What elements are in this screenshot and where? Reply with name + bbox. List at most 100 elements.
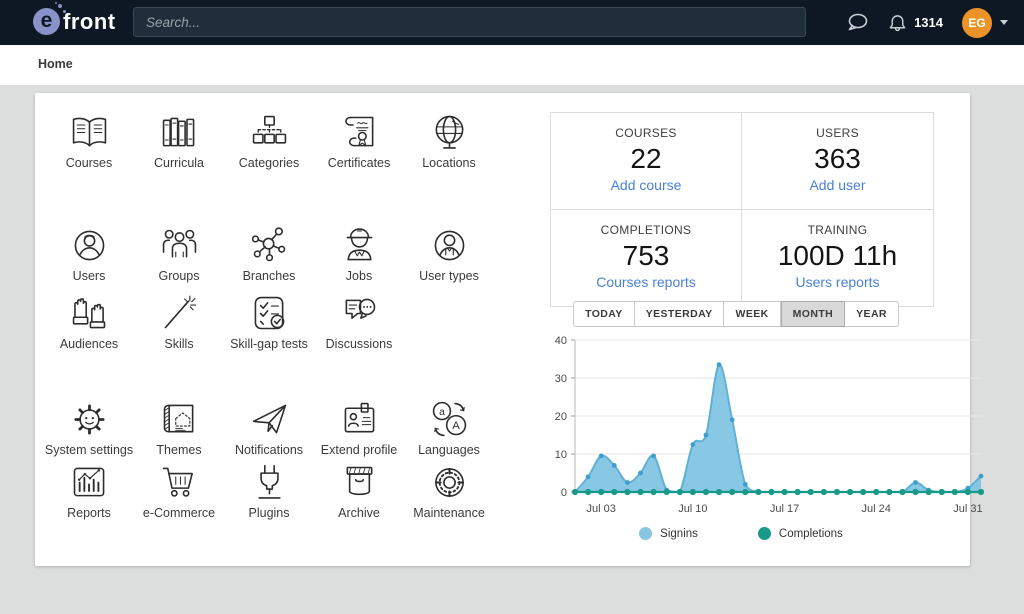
grid-item-skills[interactable]: Skills: [134, 291, 224, 351]
completions-point: [886, 488, 893, 496]
magic-wand-icon: [134, 291, 224, 336]
signins-point: [703, 432, 709, 438]
grid-item-notifications[interactable]: Notifications: [224, 397, 314, 457]
add-course-link[interactable]: Add course: [610, 177, 682, 193]
legend-dot: [757, 527, 771, 540]
legend-item-completions[interactable]: Completions: [757, 527, 843, 540]
grid-item-maintenance[interactable]: Maintenance: [404, 460, 494, 520]
completions-point: [689, 488, 696, 496]
legend-item-signins[interactable]: Signins: [639, 527, 698, 540]
shopping-cart-icon: [134, 460, 224, 505]
completions-point: [611, 488, 618, 496]
grid-item-skill-gap-tests[interactable]: Skill-gap tests: [224, 291, 314, 351]
search-input[interactable]: [133, 7, 806, 37]
grid-item-e-commerce[interactable]: e-Commerce: [134, 460, 224, 520]
completions-point: [637, 488, 644, 496]
grid-item-courses[interactable]: Courses: [44, 110, 134, 170]
category-tree-icon: [224, 110, 314, 155]
icon-grid-row: System settings Themes Notifications Extend…: [44, 397, 514, 457]
grid-item-extend-profile[interactable]: Extend profile: [314, 397, 404, 457]
grid-item-locations[interactable]: Locations: [404, 110, 494, 170]
svg-text:0: 0: [561, 487, 567, 499]
tab-month[interactable]: MONTH: [780, 301, 846, 327]
activity-chart: 0 10 20 30 40 Jul 03 Jul 10 Jul 17 Jul 24 Jul 31: [523, 330, 989, 523]
completions-point: [742, 488, 749, 496]
grid-item-discussions[interactable]: Discussions: [314, 291, 404, 351]
completions-point: [860, 488, 867, 496]
svg-text:A: A: [452, 420, 460, 432]
notifications-bell[interactable]: 1314: [888, 13, 943, 33]
messages-icon[interactable]: [845, 12, 869, 33]
add-user-link[interactable]: Add user: [809, 177, 866, 193]
grid-item-label: Curricula: [153, 156, 204, 170]
grid-item-groups[interactable]: Groups: [134, 223, 224, 283]
archive-box-icon: [314, 460, 404, 505]
grid-item-system-settings[interactable]: System settings: [44, 397, 134, 457]
grid-item-reports[interactable]: Reports: [44, 460, 134, 520]
svg-text:40: 40: [555, 335, 567, 347]
grid-item-label: Skill-gap tests: [230, 337, 308, 351]
user-menu[interactable]: EG: [962, 7, 1008, 38]
breadcrumb[interactable]: Home: [38, 57, 73, 71]
stats-box: COURSES 22 Add course USERS 363 Add user…: [550, 112, 934, 307]
svg-text:Jul 10: Jul 10: [678, 503, 707, 515]
wheel-icon: [404, 460, 494, 505]
stat-card-users: USERS 363 Add user: [742, 113, 933, 210]
tab-year[interactable]: YEAR: [845, 301, 899, 327]
raised-hands-icon: [44, 291, 134, 336]
grid-item-languages[interactable]: a A Languages: [404, 397, 494, 457]
grid-item-plugins[interactable]: Plugins: [224, 460, 314, 520]
grid-item-jobs[interactable]: Jobs: [314, 223, 404, 283]
users-reports-link[interactable]: Users reports: [795, 274, 880, 290]
completions-point: [768, 488, 775, 496]
completions-point: [755, 488, 762, 496]
efront-logo[interactable]: e front: [33, 2, 116, 35]
completions-point: [584, 488, 592, 496]
completions-point: [938, 488, 945, 496]
signins-point: [716, 362, 722, 368]
certificate-icon: [314, 110, 404, 155]
courses-reports-link[interactable]: Courses reports: [596, 274, 696, 290]
grid-item-label: Courses: [65, 156, 113, 170]
svg-text:a: a: [439, 407, 445, 418]
grid-item-archive[interactable]: Archive: [314, 460, 404, 520]
grid-item-label: Maintenance: [413, 506, 485, 520]
grid-item-label: Groups: [158, 269, 200, 283]
topbar-actions: 1314 EG: [845, 0, 1008, 45]
grid-item-branches[interactable]: Branches: [224, 223, 314, 283]
grid-item-audiences[interactable]: Audiences: [44, 291, 134, 351]
completions-point: [925, 488, 932, 496]
signins-point: [651, 453, 656, 459]
chart-legend: Signins Completions: [550, 527, 932, 540]
tab-today[interactable]: TODAY: [573, 301, 635, 327]
grid-item-label: Jobs: [345, 269, 373, 283]
grid-item-curricula[interactable]: Curricula: [134, 110, 224, 170]
signins-point: [690, 442, 696, 447]
grid-item-categories[interactable]: Categories: [224, 110, 314, 170]
completions-point: [598, 488, 605, 496]
tab-week[interactable]: WEEK: [724, 301, 781, 327]
grid-item-users[interactable]: Users: [44, 223, 134, 283]
grid-item-label: Plugins: [248, 506, 290, 520]
grid-item-label: Skills: [164, 337, 194, 351]
svg-text:Jul 31: Jul 31: [953, 503, 982, 515]
speech-bubbles-icon: [314, 291, 404, 336]
icon-grid-row: Reports e-Commerce Plugins Archive Maintenan…: [44, 460, 514, 520]
completions-point: [899, 488, 906, 496]
grid-item-themes[interactable]: Themes: [134, 397, 224, 457]
grid-item-certificates[interactable]: Certificates: [314, 110, 404, 170]
icon-grid: Courses Curricula Categories Certificates Lo…: [44, 110, 514, 520]
tab-yesterday[interactable]: YESTERDAY: [634, 301, 725, 327]
stat-value: 100D 11h: [777, 240, 898, 271]
grid-item-user-types[interactable]: User types: [404, 223, 494, 283]
grid-item-label: Categories: [238, 156, 300, 170]
grid-item-label: Extend profile: [320, 443, 398, 457]
signins-line: [574, 363, 982, 494]
signins-point: [598, 453, 604, 459]
completions-point: [977, 488, 985, 496]
grid-item-label: Archive: [338, 506, 380, 520]
grid-item-label: Notifications: [234, 443, 304, 457]
grid-item-label: Branches: [242, 269, 296, 283]
completions-point: [715, 488, 723, 496]
